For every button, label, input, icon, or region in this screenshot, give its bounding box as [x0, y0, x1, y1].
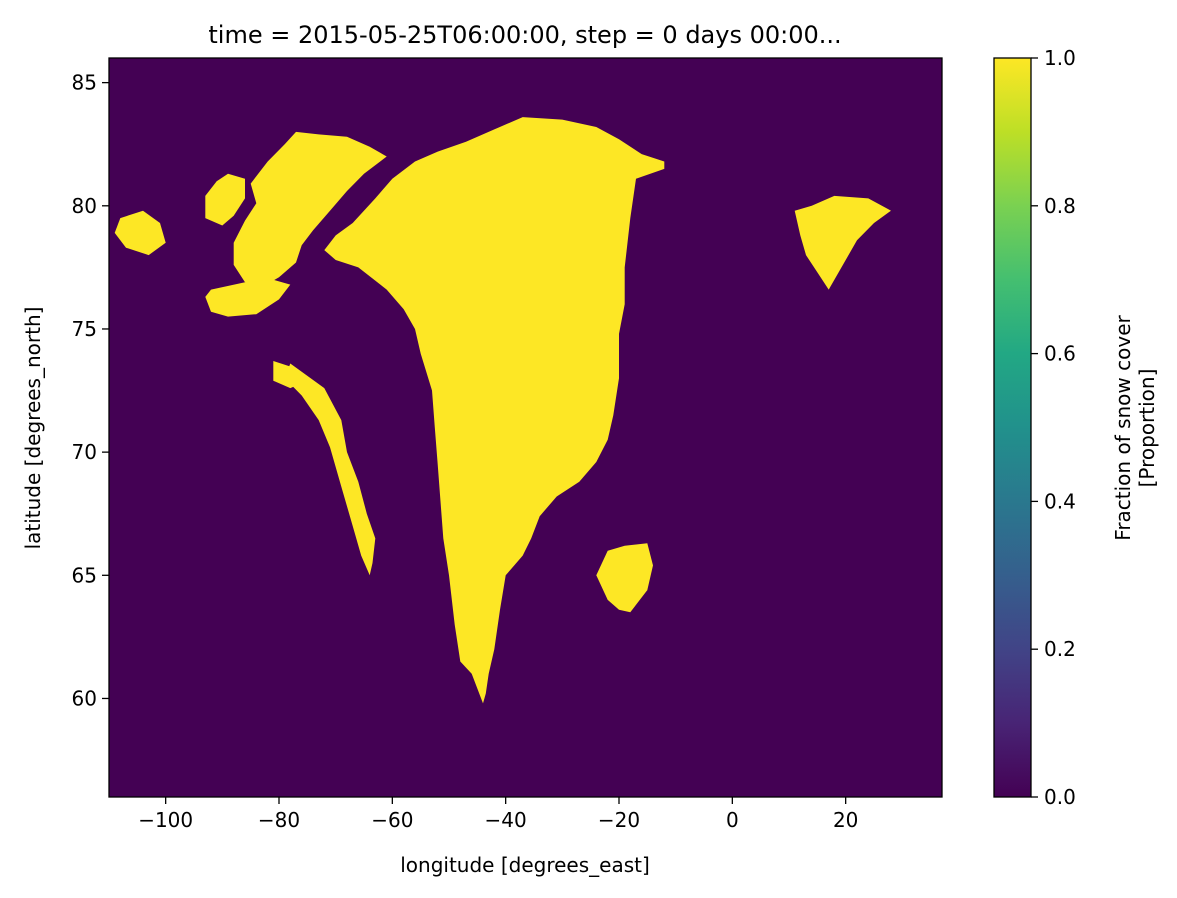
- region-baffin-island: [284, 363, 376, 576]
- x-tick-label: −20: [598, 808, 640, 832]
- colorbar-label-line1: Fraction of snow cover: [1111, 314, 1135, 540]
- x-tick-label: −80: [258, 808, 300, 832]
- y-tick-label: 85: [72, 71, 97, 95]
- snow-regions: [114, 117, 891, 704]
- x-axis-label: longitude [degrees_east]: [400, 853, 650, 877]
- colorbar-tick-label: 0.2: [1044, 637, 1076, 661]
- x-axis-ticks: −100 −80 −60 −40 −20 0 20: [138, 797, 858, 832]
- colorbar-tick-label: 0.6: [1044, 342, 1076, 366]
- region-iceland: [596, 543, 653, 613]
- chart-title: time = 2015-05-25T06:00:00, step = 0 day…: [208, 21, 841, 49]
- region-greenland: [324, 117, 665, 704]
- y-tick-label: 80: [72, 194, 97, 218]
- x-tick-label: 0: [726, 808, 739, 832]
- y-axis-ticks: 60 65 70 75 80 85: [72, 71, 109, 710]
- colorbar-label-line2: [Proportion]: [1135, 369, 1159, 488]
- y-axis-label: latitude [degrees_north]: [21, 307, 45, 550]
- region-ellesmere-island: [233, 131, 387, 288]
- colorbar-tick-label: 0.0: [1044, 785, 1076, 809]
- y-tick-label: 75: [72, 317, 97, 341]
- region-western-arctic-islands: [114, 210, 166, 256]
- colorbar: [993, 57, 1032, 798]
- colorbar-ticks: 0.0 0.2 0.4 0.6 0.8 1.0: [1031, 46, 1076, 809]
- plot-frame: [108, 57, 943, 798]
- colorbar-tick-label: 0.8: [1044, 194, 1076, 218]
- region-svalbard: [794, 195, 891, 290]
- region-axel-heiberg-island: [205, 173, 245, 226]
- colorbar-tick-label: 1.0: [1044, 46, 1076, 70]
- y-tick-label: 65: [72, 563, 97, 587]
- x-tick-label: −40: [485, 808, 527, 832]
- y-tick-label: 60: [72, 686, 97, 710]
- region-devon-island: [205, 279, 291, 317]
- x-tick-label: −100: [138, 808, 193, 832]
- colorbar-tick-label: 0.4: [1044, 489, 1076, 513]
- x-tick-label: 20: [833, 808, 858, 832]
- y-tick-label: 70: [72, 440, 97, 464]
- x-tick-label: −60: [371, 808, 413, 832]
